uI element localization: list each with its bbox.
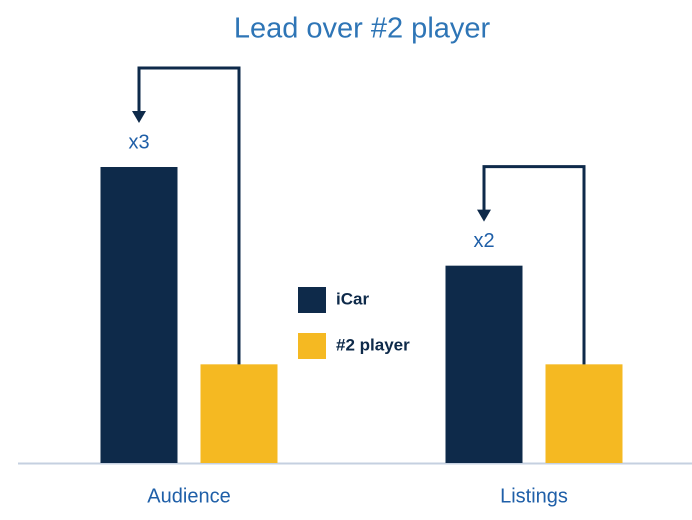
arrow-head <box>477 209 491 222</box>
lead-arrow <box>482 165 586 365</box>
legend-label: iCar <box>336 289 369 308</box>
arrow-head <box>132 111 146 123</box>
annotation: x2 <box>473 230 494 252</box>
x-tick-label: Listings <box>500 485 568 507</box>
legend-label: #2 player <box>336 335 410 354</box>
bar <box>100 167 178 463</box>
lead-arrow <box>137 66 241 365</box>
bar <box>445 265 523 463</box>
annotation: x3 <box>128 131 149 153</box>
bar <box>545 364 623 463</box>
x-tick-label: Audience <box>147 485 230 507</box>
bar <box>200 364 278 463</box>
legend-swatch <box>298 287 326 313</box>
chart-title: Lead over #2 player <box>234 13 491 45</box>
legend-swatch <box>298 333 326 359</box>
